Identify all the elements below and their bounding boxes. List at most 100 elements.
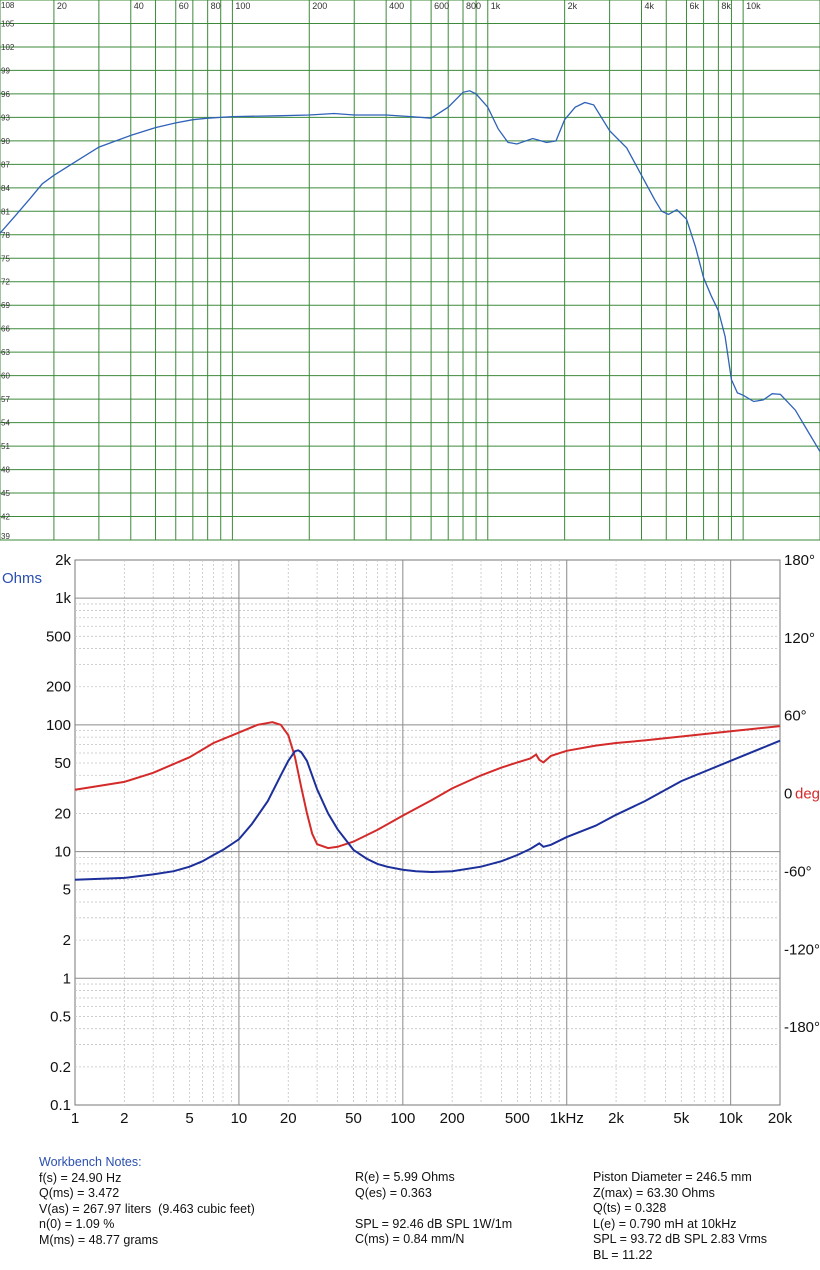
spl-y-tick-label: 99: [1, 66, 10, 75]
spl-x-tick-label: 100: [235, 1, 250, 11]
spl-y-tick-label: 84: [1, 184, 10, 193]
spl-y-tick-label: 72: [1, 278, 10, 287]
impedance-x-tick-label: 1kHz: [550, 1110, 584, 1127]
spl-plot-area: [0, 0, 820, 541]
impedance-y-tick-label: 500: [46, 628, 71, 645]
spl-y-tick-label: 78: [1, 231, 10, 240]
impedance-x-tick-label: 5: [185, 1110, 193, 1127]
spl-y-tick-label: 105: [1, 19, 15, 28]
spl-response-line: [0, 90, 820, 452]
impedance-x-tick-label: 5k: [673, 1110, 689, 1127]
spl-y-tick-label: 48: [1, 466, 10, 475]
spl-y-tick-label: 45: [1, 489, 10, 498]
note-mms: M(ms) = 48.77 grams: [39, 1232, 159, 1247]
spl-y-tick-label: 81: [1, 207, 10, 216]
impedance-x-tick-label: 500: [505, 1110, 530, 1127]
spl-y-tick-label: 57: [1, 395, 10, 404]
spl-y-tick-label: 66: [1, 325, 10, 334]
note-bl: BL = 11.22: [593, 1247, 653, 1262]
spl-y-tick-label: 87: [1, 160, 10, 169]
spl-y-tick-label: 69: [1, 301, 10, 310]
phase-y2-tick-label: 120°: [784, 630, 815, 647]
spl-y-tick-label: 54: [1, 419, 10, 428]
phase-y2-tick-label: 0: [784, 786, 792, 803]
impedance-x-tick-label: 2k: [608, 1110, 624, 1127]
note-piston-diameter: Piston Diameter = 246.5 mm: [593, 1170, 752, 1184]
impedance-x-tick-label: 10k: [719, 1110, 744, 1127]
spl-x-tick-label: 10k: [746, 1, 761, 11]
spl-x-tick-label: 60: [179, 1, 189, 11]
impedance-line: [74, 739, 781, 881]
charts-canvas: 1081051029996939087848178757269666360575…: [0, 0, 820, 1127]
phase-y2-tick-label: -60°: [784, 863, 812, 880]
note-zmax: Z(max) = 63.30 Ohms: [593, 1185, 715, 1200]
spl-y-tick-label: 42: [1, 513, 10, 522]
workbench-notes-title: Workbench Notes:: [39, 1155, 142, 1169]
spl-x-tick-label: 80: [211, 1, 221, 11]
note-qts: Q(ts) = 0.328: [593, 1201, 667, 1216]
impedance-y-tick-label: 5: [63, 882, 71, 899]
note-qms: Q(ms) = 3.472: [39, 1186, 120, 1201]
spl-x-tick-label: 4k: [645, 1, 655, 11]
impedance-y-tick-label: 20: [54, 805, 71, 822]
note-le: L(e) = 0.790 mH at 10kHz: [593, 1216, 737, 1231]
spl-y-tick-label: 60: [1, 372, 10, 381]
phase-y2-axis-label: deg: [795, 786, 820, 803]
spl-y-tick-label: 102: [1, 43, 15, 52]
note-n0: n(0) = 1.09 %: [39, 1217, 115, 1232]
spl-y-tick-label: 63: [1, 348, 10, 357]
spl-x-tick-label: 8k: [721, 1, 731, 11]
impedance-x-tick-label: 100: [390, 1110, 415, 1127]
impedance-y-tick-label: 100: [46, 717, 71, 734]
impedance-y-tick-label: 50: [54, 755, 71, 772]
note-vas: V(as) = 267.97 liters (9.463 cubic feet): [39, 1201, 255, 1216]
impedance-x-tick-label: 10: [231, 1110, 248, 1127]
spl-x-tick-label: 2k: [568, 1, 578, 11]
workbench-notes-col3: Piston Diameter = 246.5 mm Z(max) = 63.3…: [593, 1170, 767, 1264]
spl-x-tick-label: 800: [466, 1, 481, 11]
spl-x-tick-label: 1k: [491, 1, 501, 11]
impedance-x-tick-label: 2: [120, 1110, 128, 1127]
impedance-y-tick-label: 2: [63, 932, 71, 949]
phase-line: [74, 721, 781, 850]
impedance-y-tick-label: 1: [63, 970, 71, 987]
impedance-y-tick-label: 1k: [55, 590, 71, 607]
impedance-x-tick-label: 20k: [768, 1110, 793, 1127]
note-spl-283: SPL = 93.72 dB SPL 2.83 Vrms: [593, 1232, 768, 1247]
note-fs: f(s) = 24.90 Hz: [39, 1170, 122, 1185]
phase-y2-tick-label: -120°: [784, 941, 820, 958]
workbench-notes-col2: R(e) = 5.99 Ohms Q(es) = 0.363 SPL = 92.…: [355, 1170, 512, 1248]
spl-y-tick-label: 93: [1, 113, 10, 122]
spl-y-tick-label: 51: [1, 442, 10, 451]
impedance-plot-area: [74, 559, 781, 1106]
impedance-x-tick-label: 50: [345, 1110, 362, 1127]
spl-frequency-response-chart: 108 105 102 99 96 93 90 87 84 81 78 75 72 69 66 63 60 57 5…: [0, 0, 820, 541]
impedance-y-axis-label: Ohms: [2, 570, 42, 587]
impedance-y-tick-label: 200: [46, 679, 71, 696]
spl-y-tick-label: 39: [1, 532, 10, 541]
note-cms: C(ms) = 0.84 mm/N: [355, 1232, 465, 1247]
spl-y-tick-label: 90: [1, 137, 10, 146]
spl-y-tick-label: 96: [1, 90, 10, 99]
spl-x-tick-label: 20: [57, 1, 67, 11]
impedance-phase-chart: 1 2 5 10 20 50 100 200 500 1kHz 2k 5k 10k 20k2k1k5002…: [2, 552, 820, 1127]
note-spl-1w: SPL = 92.46 dB SPL 1W/1m: [355, 1216, 513, 1231]
phase-y2-tick-label: 60°: [784, 708, 807, 725]
impedance-y-tick-label: 0.5: [50, 1008, 71, 1025]
spl-y-tick-label: 108: [1, 1, 15, 10]
spl-y-tick-label: 75: [1, 254, 10, 263]
spl-x-tick-label: 200: [312, 1, 327, 11]
impedance-y-tick-label: 10: [54, 844, 71, 861]
note-re: R(e) = 5.99 Ohms: [355, 1170, 455, 1184]
impedance-y-tick-label: 2k: [55, 552, 71, 569]
impedance-x-tick-label: 200: [440, 1110, 465, 1127]
spl-x-tick-label: 400: [389, 1, 404, 11]
note-blank: [355, 1201, 512, 1217]
spl-x-tick-label: 6k: [689, 1, 699, 11]
spl-x-tick-label: 600: [434, 1, 449, 11]
phase-y2-tick-label: -180°: [784, 1019, 820, 1036]
workbench-notes-col1: Workbench Notes: f(s) = 24.90 Hz Q(ms) =…: [39, 1155, 255, 1249]
impedance-y-tick-label: 0.2: [50, 1059, 71, 1076]
phase-y2-tick-label: 180°: [784, 552, 815, 569]
impedance-y-tick-label: 0.1: [50, 1097, 71, 1114]
